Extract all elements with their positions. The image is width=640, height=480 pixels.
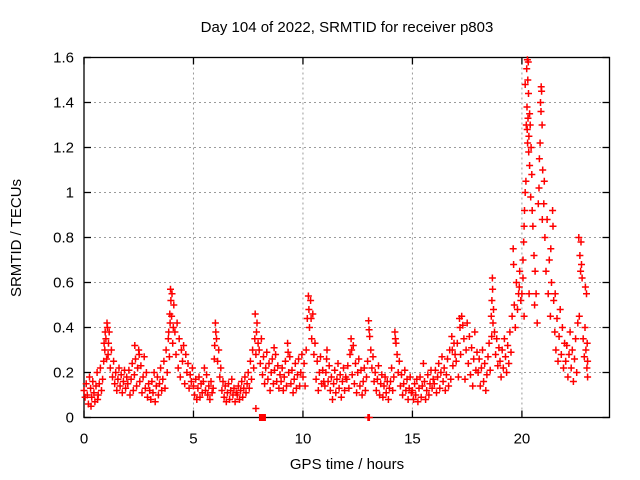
y-tick-label: 0.8 <box>53 230 74 247</box>
y-tick-label: 0.2 <box>53 365 74 382</box>
gridlines <box>84 57 610 418</box>
x-tick-label: 5 <box>189 431 197 448</box>
x-axis-label: GPS time / hours <box>290 456 404 473</box>
x-tick-label: 0 <box>80 431 88 448</box>
axis-ticks <box>83 56 610 419</box>
scatter-points-path <box>80 56 592 421</box>
chart-title: Day 104 of 2022, SRMTID for receiver p80… <box>201 19 494 36</box>
y-tick-label: 0.4 <box>53 320 74 337</box>
y-axis-label: SRMTID / TECUs <box>8 179 25 297</box>
x-tick-label: 10 <box>295 431 312 448</box>
y-tick-label: 1.6 <box>53 50 74 67</box>
zero-value-square-marker <box>258 414 266 421</box>
tick-labels: 0 5 10 15 20 0 0.2 0.4 0.6 0.8 1 1.2 1.4 1.6 <box>53 50 530 448</box>
y-tick-label: 1.4 <box>53 95 74 112</box>
data-points <box>80 56 592 421</box>
y-tick-label: 1 <box>66 185 74 202</box>
y-tick-label: 0.6 <box>53 275 74 292</box>
y-tick-label: 0 <box>66 410 74 427</box>
x-tick-label: 15 <box>404 431 421 448</box>
y-tick-label: 1.2 <box>53 140 74 157</box>
x-tick-label: 20 <box>514 431 531 448</box>
